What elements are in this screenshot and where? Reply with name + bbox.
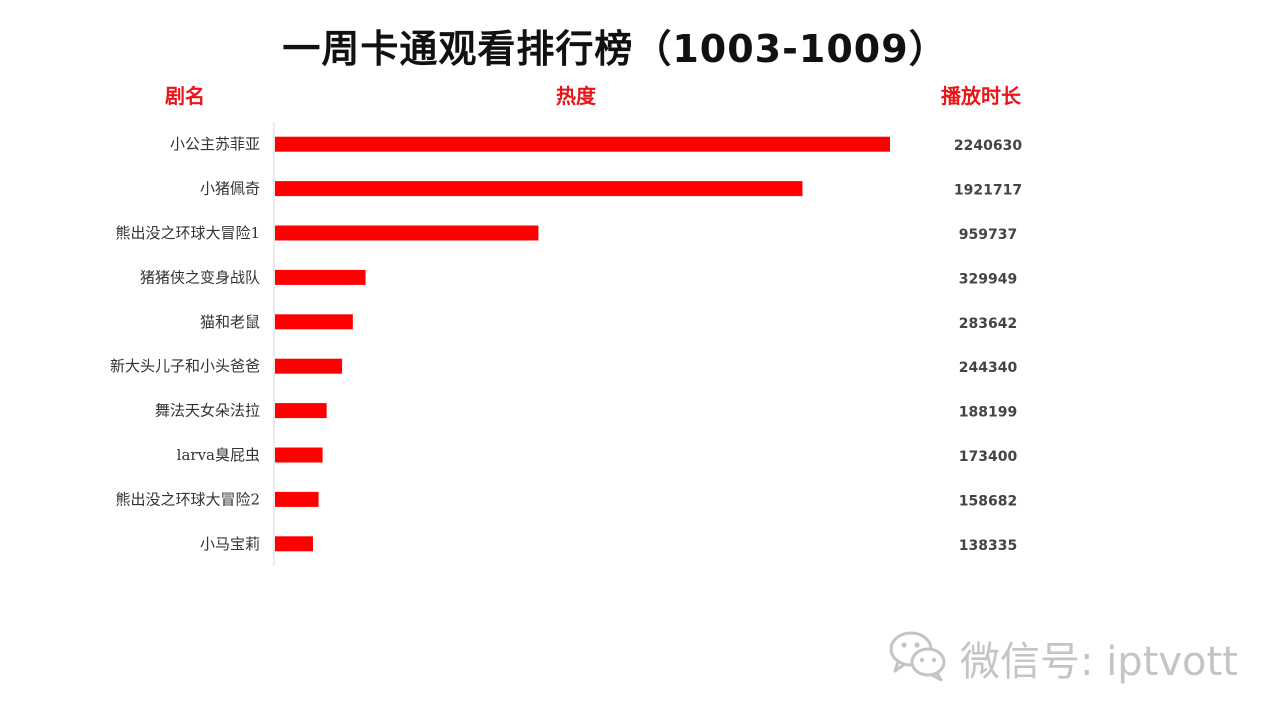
duration-value-label: 188199 — [959, 405, 1017, 421]
category-label: 舞法天女朵法拉 — [155, 402, 260, 420]
header-heat: 热度 — [556, 84, 596, 108]
chart-title: 一周卡通观看排行榜（1003-1009） — [282, 27, 948, 71]
duration-value-label: 173400 — [959, 449, 1018, 465]
bar — [275, 536, 313, 552]
duration-value-label: 2240630 — [954, 138, 1022, 154]
category-label: 新大头儿子和小头爸爸 — [110, 357, 260, 375]
bar — [275, 136, 890, 152]
header-show-name: 剧名 — [165, 84, 205, 108]
bar — [275, 447, 323, 463]
category-label: 猪猪侠之变身战队 — [140, 268, 260, 286]
watermark-text: 微信号: iptvott — [960, 639, 1238, 685]
duration-value-label: 283642 — [959, 316, 1017, 332]
category-label: 猫和老鼠 — [200, 313, 260, 331]
category-label: 小猪佩奇 — [200, 180, 260, 198]
duration-value-label: 158682 — [959, 493, 1017, 509]
duration-value-label: 138335 — [959, 538, 1017, 554]
bar — [275, 491, 319, 507]
watermark: 微信号: iptvott — [888, 625, 1248, 685]
category-label: 熊出没之环球大冒险1 — [115, 224, 260, 242]
bar — [275, 225, 539, 241]
category-label: 小公主苏菲亚 — [170, 135, 260, 153]
duration-value-label: 244340 — [959, 360, 1018, 376]
bar — [275, 403, 327, 419]
category-label: 小马宝莉 — [200, 535, 260, 553]
category-label: larva臭屁虫 — [177, 446, 260, 464]
bar — [275, 181, 803, 197]
category-label: 熊出没之环球大冒险2 — [115, 490, 260, 508]
bar — [275, 269, 366, 285]
header-play-duration: 播放时长 — [941, 84, 1021, 108]
duration-value-label: 329949 — [959, 271, 1017, 287]
wechat-icon — [889, 631, 946, 681]
bar — [275, 358, 343, 374]
bar — [275, 314, 353, 330]
duration-value-label: 1921717 — [954, 183, 1022, 199]
duration-value-label: 959737 — [959, 227, 1017, 243]
